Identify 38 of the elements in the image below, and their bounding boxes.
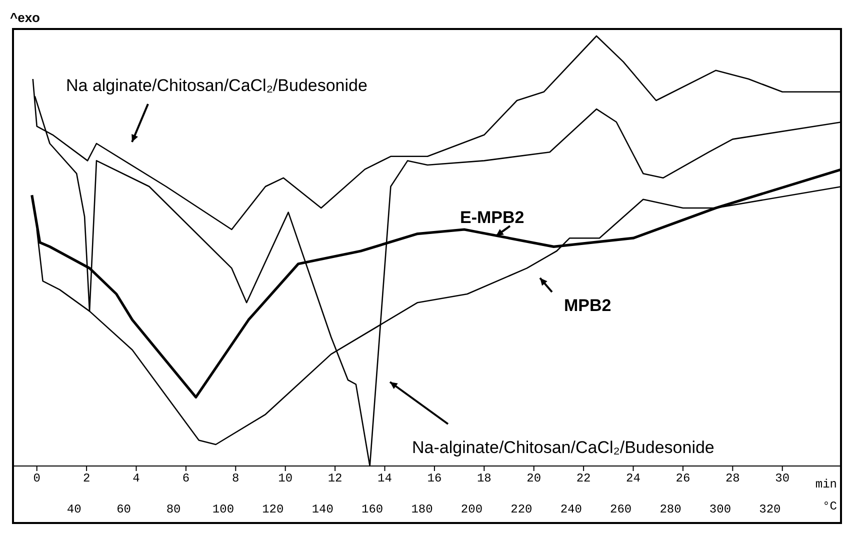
x2-tick-label: 200 <box>460 502 483 517</box>
x-tick-label: 30 <box>775 472 790 486</box>
x-tick-label: 0 <box>33 472 40 486</box>
x2-tick-label: 320 <box>759 502 781 517</box>
x2-tick-label: 220 <box>510 502 532 517</box>
x-tick-label: 20 <box>526 472 542 486</box>
x-tick-label: 22 <box>576 472 591 486</box>
x-tick-label: 28 <box>725 472 740 486</box>
x2-axis-title: °C <box>822 499 837 514</box>
x2-tick-label: 300 <box>709 502 732 517</box>
x-tick-label: 10 <box>278 472 293 486</box>
x2-tick-label: 240 <box>560 502 582 517</box>
x2-tick-label: 160 <box>362 502 384 517</box>
x2-tick-label: 280 <box>660 502 682 517</box>
x-tick-label: 2 <box>82 472 90 486</box>
text: Na-alginate/Chitosan/CaCl₂/Budesonide <box>412 438 714 457</box>
x-tick-label: 18 <box>476 472 492 486</box>
x-tick-label: 24 <box>626 472 640 486</box>
x-tick-label: 12 <box>328 472 342 486</box>
x2-tick-label: 120 <box>262 502 284 517</box>
x-tick-label: 26 <box>676 472 690 486</box>
x2-tick-label: 40 <box>66 502 82 517</box>
x-tick-label: 16 <box>427 472 442 486</box>
x2-tick-label: 140 <box>312 502 334 517</box>
text: MPB2 <box>564 296 612 315</box>
x2-tick-label: 260 <box>610 502 632 517</box>
series-label: Na alginate/Chitosan/CaCl₂/Budesonide <box>66 76 368 95</box>
x-tick-label: 6 <box>182 472 190 486</box>
y-axis-title: ^exo <box>10 10 40 25</box>
x2-tick-label: 80 <box>166 502 181 517</box>
x2-tick-label: 60 <box>116 502 132 517</box>
x-tick-label: 4 <box>132 472 140 486</box>
series-label: E-MPB2 <box>460 208 524 227</box>
x-axis-title: min <box>815 478 837 492</box>
x-tick-label: 8 <box>232 472 240 486</box>
x2-tick-label: 180 <box>411 502 433 517</box>
x2-tick-label: 100 <box>212 502 234 517</box>
x-tick-label: 14 <box>378 472 392 486</box>
